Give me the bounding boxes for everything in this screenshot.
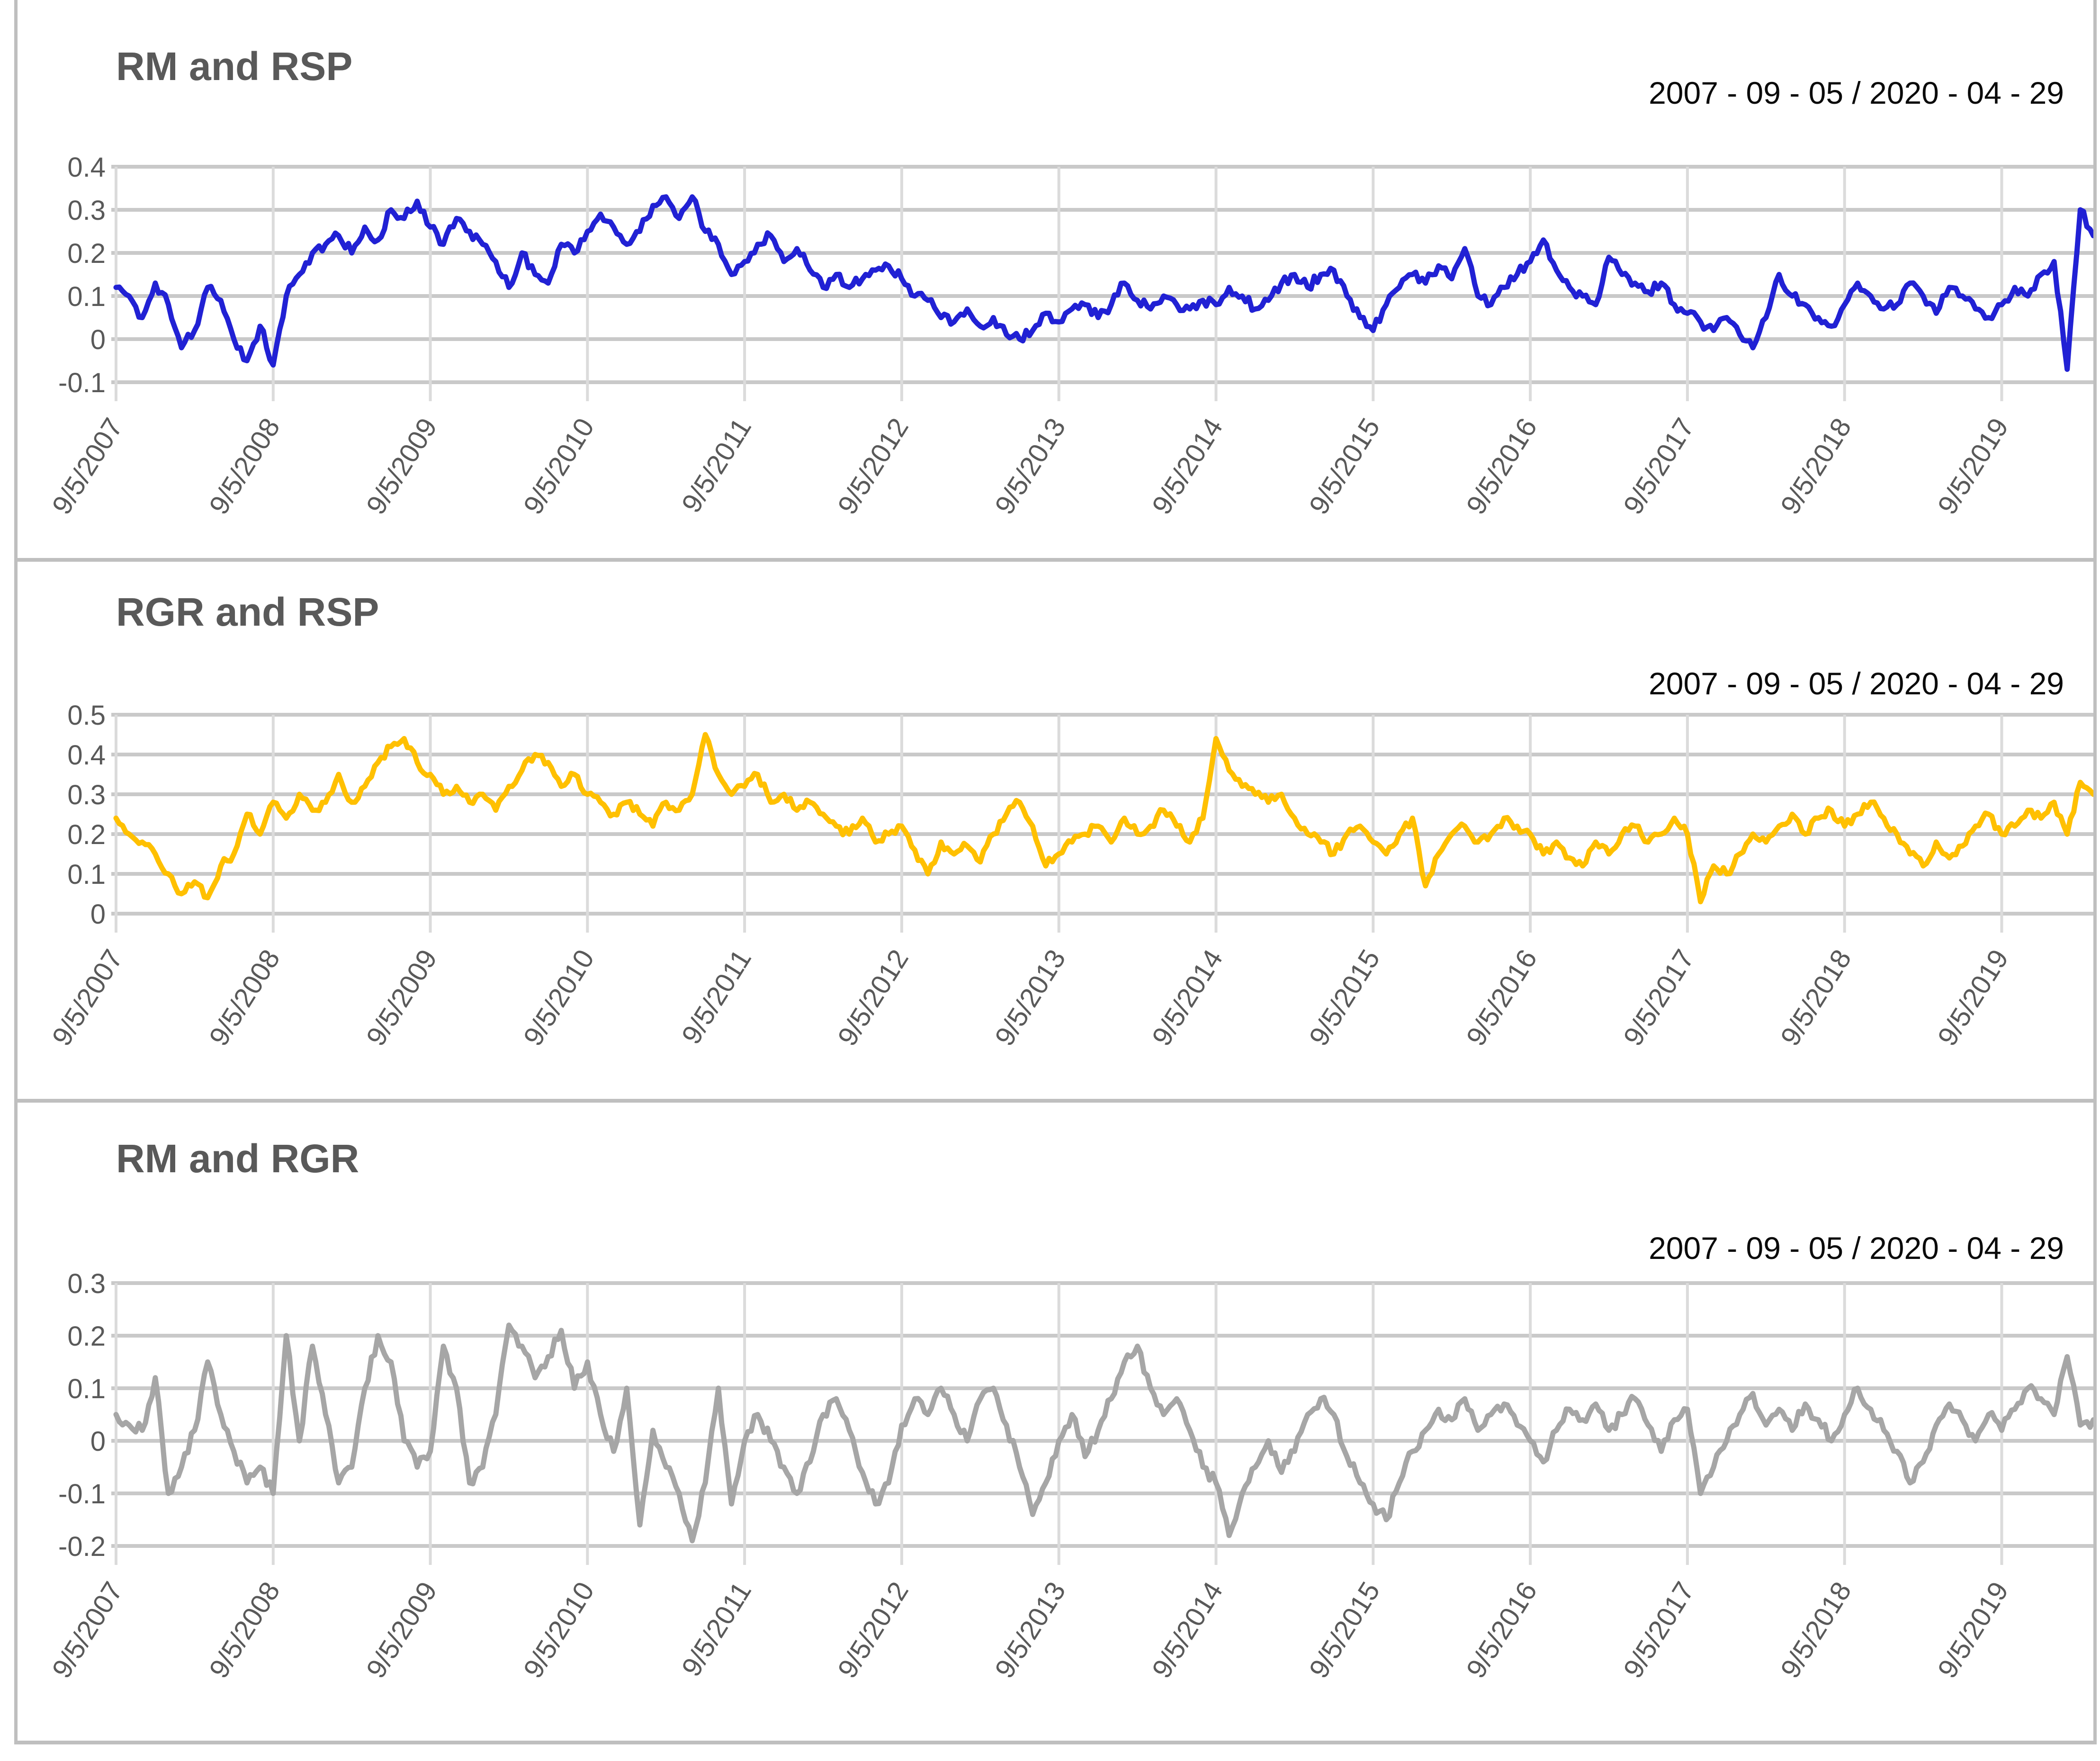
- y-tick-label: 0.1: [67, 859, 106, 890]
- x-tick-label: 9/5/2017: [1617, 413, 1700, 520]
- x-tick-label: 9/5/2010: [518, 1576, 601, 1683]
- x-tick-label: 9/5/2013: [989, 413, 1072, 520]
- x-tick-label: 9/5/2013: [989, 944, 1072, 1051]
- y-tick-label: -0.1: [58, 1479, 106, 1509]
- x-tick-label: 9/5/2014: [1146, 944, 1229, 1051]
- x-tick-label: 9/5/2019: [1932, 944, 2015, 1051]
- x-tick-label: 9/5/2017: [1617, 944, 1700, 1051]
- y-tick-label: 0.3: [67, 1268, 106, 1299]
- x-tick-label: 9/5/2008: [203, 944, 286, 1051]
- worksheet-area: 0.4 0.3 0.2 0.1 0 -0.1 9/5/2007 9/5/2008 9/5/200…: [14, 0, 2097, 1744]
- y-tick-label: 0.1: [67, 1374, 106, 1404]
- x-tick-label: 9/5/2015: [1303, 1576, 1386, 1683]
- x-tick-label: 9/5/2008: [203, 1576, 286, 1683]
- y-tick-label: 0.4: [67, 152, 106, 183]
- x-tick-label: 9/5/2010: [518, 413, 601, 520]
- x-tick-label: 9/5/2011: [676, 944, 757, 1049]
- x-tick-label: 9/5/2018: [1775, 944, 1858, 1051]
- x-tick-label: 9/5/2016: [1460, 413, 1543, 520]
- x-tick-label: 9/5/2011: [676, 413, 757, 518]
- y-tick-label: -0.2: [58, 1531, 106, 1562]
- y-tick-label: 0: [90, 1426, 106, 1457]
- x-tick-label: 9/5/2012: [832, 1576, 915, 1683]
- x-tick-label: 9/5/2012: [832, 944, 915, 1051]
- x-tick-label: 9/5/2018: [1775, 413, 1858, 520]
- x-tick-label: 9/5/2013: [989, 1576, 1072, 1683]
- y-tick-label: 0.5: [67, 700, 106, 731]
- series-line-rm-and-rsp: [113, 194, 2093, 372]
- chart-panel-rm-rgr: 0.3 0.2 0.1 0 -0.1 -0.2 9/5/2007 9/5/2008 9/5/20…: [18, 1103, 2093, 1744]
- x-tick-label: 9/5/2011: [676, 1576, 757, 1681]
- series-line-rgr-and-rsp: [113, 732, 2093, 905]
- chart-canvas-rgr-rsp: 0.5 0.4 0.3 0.2 0.1 0 9/5/2007 9/5/2008 9/5/2009…: [46, 700, 2093, 1051]
- x-tick-label: 9/5/2007: [46, 1576, 129, 1683]
- y-tick-label: 0.1: [67, 281, 106, 312]
- x-tick-label: 9/5/2010: [518, 944, 601, 1051]
- x-tick-label: 9/5/2008: [203, 413, 286, 520]
- chart-title: RM and RSP: [116, 44, 353, 89]
- x-tick-label: 9/5/2007: [46, 944, 129, 1051]
- x-tick-label: 9/5/2014: [1146, 1576, 1229, 1683]
- chart-canvas-rm-rgr: 0.3 0.2 0.1 0 -0.1 -0.2 9/5/2007 9/5/2008 9/5/20…: [46, 1268, 2093, 1683]
- y-tick-label: 0.4: [67, 740, 106, 771]
- y-tick-label: 0: [90, 324, 106, 355]
- x-tick-label: 9/5/2015: [1303, 413, 1386, 520]
- x-tick-label: 9/5/2009: [360, 944, 443, 1051]
- date-range-label: 2007 - 09 - 05 / 2020 - 04 - 29: [1649, 1231, 2064, 1266]
- chart-panel-rgr-rsp: 0.5 0.4 0.3 0.2 0.1 0 9/5/2007 9/5/2008 9/5/2009…: [18, 562, 2093, 1103]
- x-tick-label: 9/5/2014: [1146, 413, 1229, 520]
- y-tick-label: 0.3: [67, 195, 106, 226]
- x-tick-label: 9/5/2009: [360, 413, 443, 520]
- chart-canvas-rm-rsp: 0.4 0.3 0.2 0.1 0 -0.1 9/5/2007 9/5/2008 9/5/200…: [46, 152, 2093, 520]
- y-tick-label: 0: [90, 899, 106, 930]
- chart-title: RGR and RSP: [116, 590, 379, 634]
- x-tick-label: 9/5/2015: [1303, 944, 1386, 1051]
- date-range-label: 2007 - 09 - 05 / 2020 - 04 - 29: [1649, 75, 2064, 110]
- x-tick-label: 9/5/2019: [1932, 1576, 2015, 1683]
- y-tick-label: 0.2: [67, 1321, 106, 1352]
- x-tick-label: 9/5/2018: [1775, 1576, 1858, 1683]
- x-tick-label: 9/5/2016: [1460, 944, 1543, 1051]
- x-tick-label: 9/5/2012: [832, 413, 915, 520]
- x-tick-label: 9/5/2016: [1460, 1576, 1543, 1683]
- x-tick-label: 9/5/2019: [1932, 413, 2015, 520]
- chart-title: RM and RGR: [116, 1136, 359, 1181]
- series-line-rm-and-rgr: [113, 1322, 2093, 1544]
- y-tick-label: 0.2: [67, 238, 106, 269]
- date-range-label: 2007 - 09 - 05 / 2020 - 04 - 29: [1649, 666, 2064, 701]
- y-tick-label: 0.3: [67, 780, 106, 810]
- x-tick-label: 9/5/2009: [360, 1576, 443, 1683]
- y-tick-label: -0.1: [58, 368, 106, 398]
- x-tick-label: 9/5/2017: [1617, 1576, 1700, 1683]
- chart-panel-rm-rsp: 0.4 0.3 0.2 0.1 0 -0.1 9/5/2007 9/5/2008 9/5/200…: [18, 0, 2093, 562]
- x-tick-label: 9/5/2007: [46, 413, 129, 520]
- y-tick-label: 0.2: [67, 819, 106, 850]
